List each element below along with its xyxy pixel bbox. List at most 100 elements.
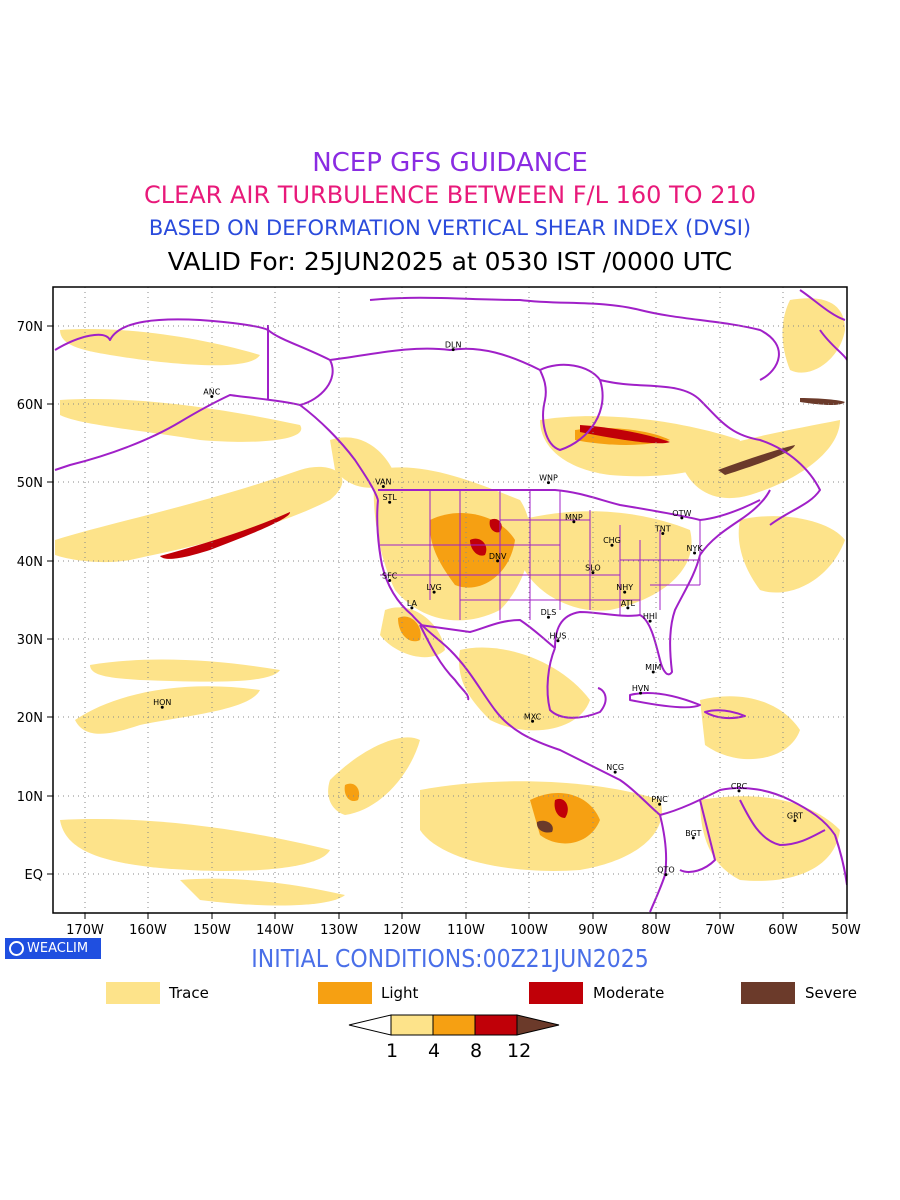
station-label: NYK: [686, 544, 703, 553]
station-label: NHY: [616, 583, 633, 592]
station-marker: [546, 481, 550, 485]
station-marker: [664, 873, 668, 877]
legend-label-moderate: Moderate: [593, 984, 665, 1002]
title-model: NCEP GFS GUIDANCE: [312, 148, 588, 178]
station-label: VAN: [375, 478, 391, 487]
station-marker: [648, 619, 652, 623]
map-content: [54, 289, 847, 913]
x-tick-label: 150W: [193, 923, 231, 938]
station-label: HVN: [632, 684, 649, 693]
x-tick-label: 170W: [66, 923, 104, 938]
station-label: LA: [407, 599, 418, 608]
canada-west-coast: [299, 404, 379, 501]
station-label: DLN: [445, 341, 462, 350]
station-marker: [160, 705, 164, 709]
title-product: CLEAR AIR TURBULENCE BETWEEN F/L 160 TO …: [143, 181, 757, 209]
station-label: MIM: [645, 663, 661, 672]
legend-label-light: Light: [381, 984, 419, 1002]
trace-area-east-pacific: [328, 737, 420, 815]
severe-northeast-band: [718, 445, 795, 475]
moderate-west-us-1: [470, 538, 487, 556]
moderate-canada-band: [580, 425, 670, 444]
us-state-lines: [380, 490, 701, 620]
x-axis-labels: 170W 160W 150W 140W 130W 120W 110W 100W …: [66, 923, 861, 938]
station-label: CHG: [603, 536, 621, 545]
station-label: SFC: [382, 571, 398, 580]
x-tick-label: 100W: [510, 923, 548, 938]
station-marker: [693, 551, 697, 555]
mexico-pacific-coast: [449, 649, 661, 816]
station-marker: [496, 559, 500, 563]
station-marker: [572, 520, 576, 524]
station-label: HUS: [550, 632, 567, 641]
station-marker: [613, 770, 617, 774]
y-tick-label: 30N: [17, 633, 43, 648]
title-method: BASED ON DEFORMATION VERTICAL SHEAR INDE…: [148, 216, 752, 240]
station-label: QTO: [657, 866, 674, 875]
greenland-coast: [799, 289, 847, 361]
map-frame: [52, 286, 848, 914]
x-tick-label: 50W: [831, 923, 861, 938]
badge-label: WEACLIM: [27, 941, 89, 956]
station-label: GRT: [787, 812, 803, 821]
y-tick-marks: [47, 325, 53, 875]
station-marker: [210, 395, 214, 399]
station-marker: [432, 590, 436, 594]
y-tick-label: 50N: [17, 476, 43, 491]
us-west-coast: [376, 499, 451, 651]
colorbar-segment-2: [432, 1014, 476, 1036]
station-label: NCG: [606, 763, 624, 772]
trace-area-mexico: [459, 647, 590, 731]
station-label: ANC: [203, 388, 220, 397]
station-marker: [737, 789, 741, 793]
x-tick-label: 70W: [705, 923, 735, 938]
tick-marks: [47, 325, 848, 919]
y-tick-label: 40N: [17, 555, 43, 570]
turbulence-severe-areas: [536, 398, 845, 833]
station-label: ATL: [621, 599, 636, 608]
station-marker: [691, 836, 695, 840]
colorbar-level-1: 1: [386, 1040, 399, 1062]
station-marker: [623, 590, 627, 594]
cuba: [629, 692, 701, 709]
x-tick-label: 60W: [768, 923, 798, 938]
trace-area-greenland: [782, 298, 845, 373]
light-baja: [398, 616, 421, 642]
gulf-coast: [554, 489, 771, 676]
x-tick-label: 140W: [256, 923, 294, 938]
canada-north-coast: [329, 347, 541, 371]
colorbar-high-triangle: [516, 1014, 560, 1036]
moderate-central-america: [554, 798, 568, 818]
station-label: MXC: [524, 712, 542, 721]
turbulence-trace-areas: [55, 298, 845, 906]
legend-swatch-trace: [106, 982, 160, 1004]
y-axis-labels: EQ 10N 20N 30N 40N 50N 60N 70N: [17, 320, 43, 883]
us-mexico-border: [419, 619, 556, 649]
severe-central-america: [536, 820, 553, 833]
station-marker: [680, 516, 684, 520]
us-canada-border: [378, 489, 761, 521]
state-lines-west: [380, 490, 701, 620]
station-label: OTW: [672, 509, 691, 518]
station-label: DNV: [489, 552, 507, 561]
station-label: SLO: [585, 564, 601, 573]
station-label: MNP: [565, 513, 583, 522]
trace-band-subtropic: [90, 659, 280, 682]
x-tick-label: 80W: [641, 923, 671, 938]
turbulence-light-areas: [344, 428, 670, 844]
station-marker: [661, 531, 665, 535]
south-america-north: [659, 787, 847, 886]
station-marker: [388, 500, 392, 504]
station-label: BGT: [685, 829, 701, 838]
station-marker: [546, 615, 550, 619]
station-marker: [793, 819, 797, 823]
station-marker: [651, 670, 655, 674]
initial-conditions: INITIAL CONDITIONS:00Z21JUN2025: [251, 944, 649, 973]
arctic-islands: [369, 296, 780, 381]
hudson-bay: [539, 363, 604, 451]
colorbar: [348, 1014, 560, 1036]
station-marker: [626, 606, 630, 610]
station-label: TNT: [654, 524, 671, 533]
